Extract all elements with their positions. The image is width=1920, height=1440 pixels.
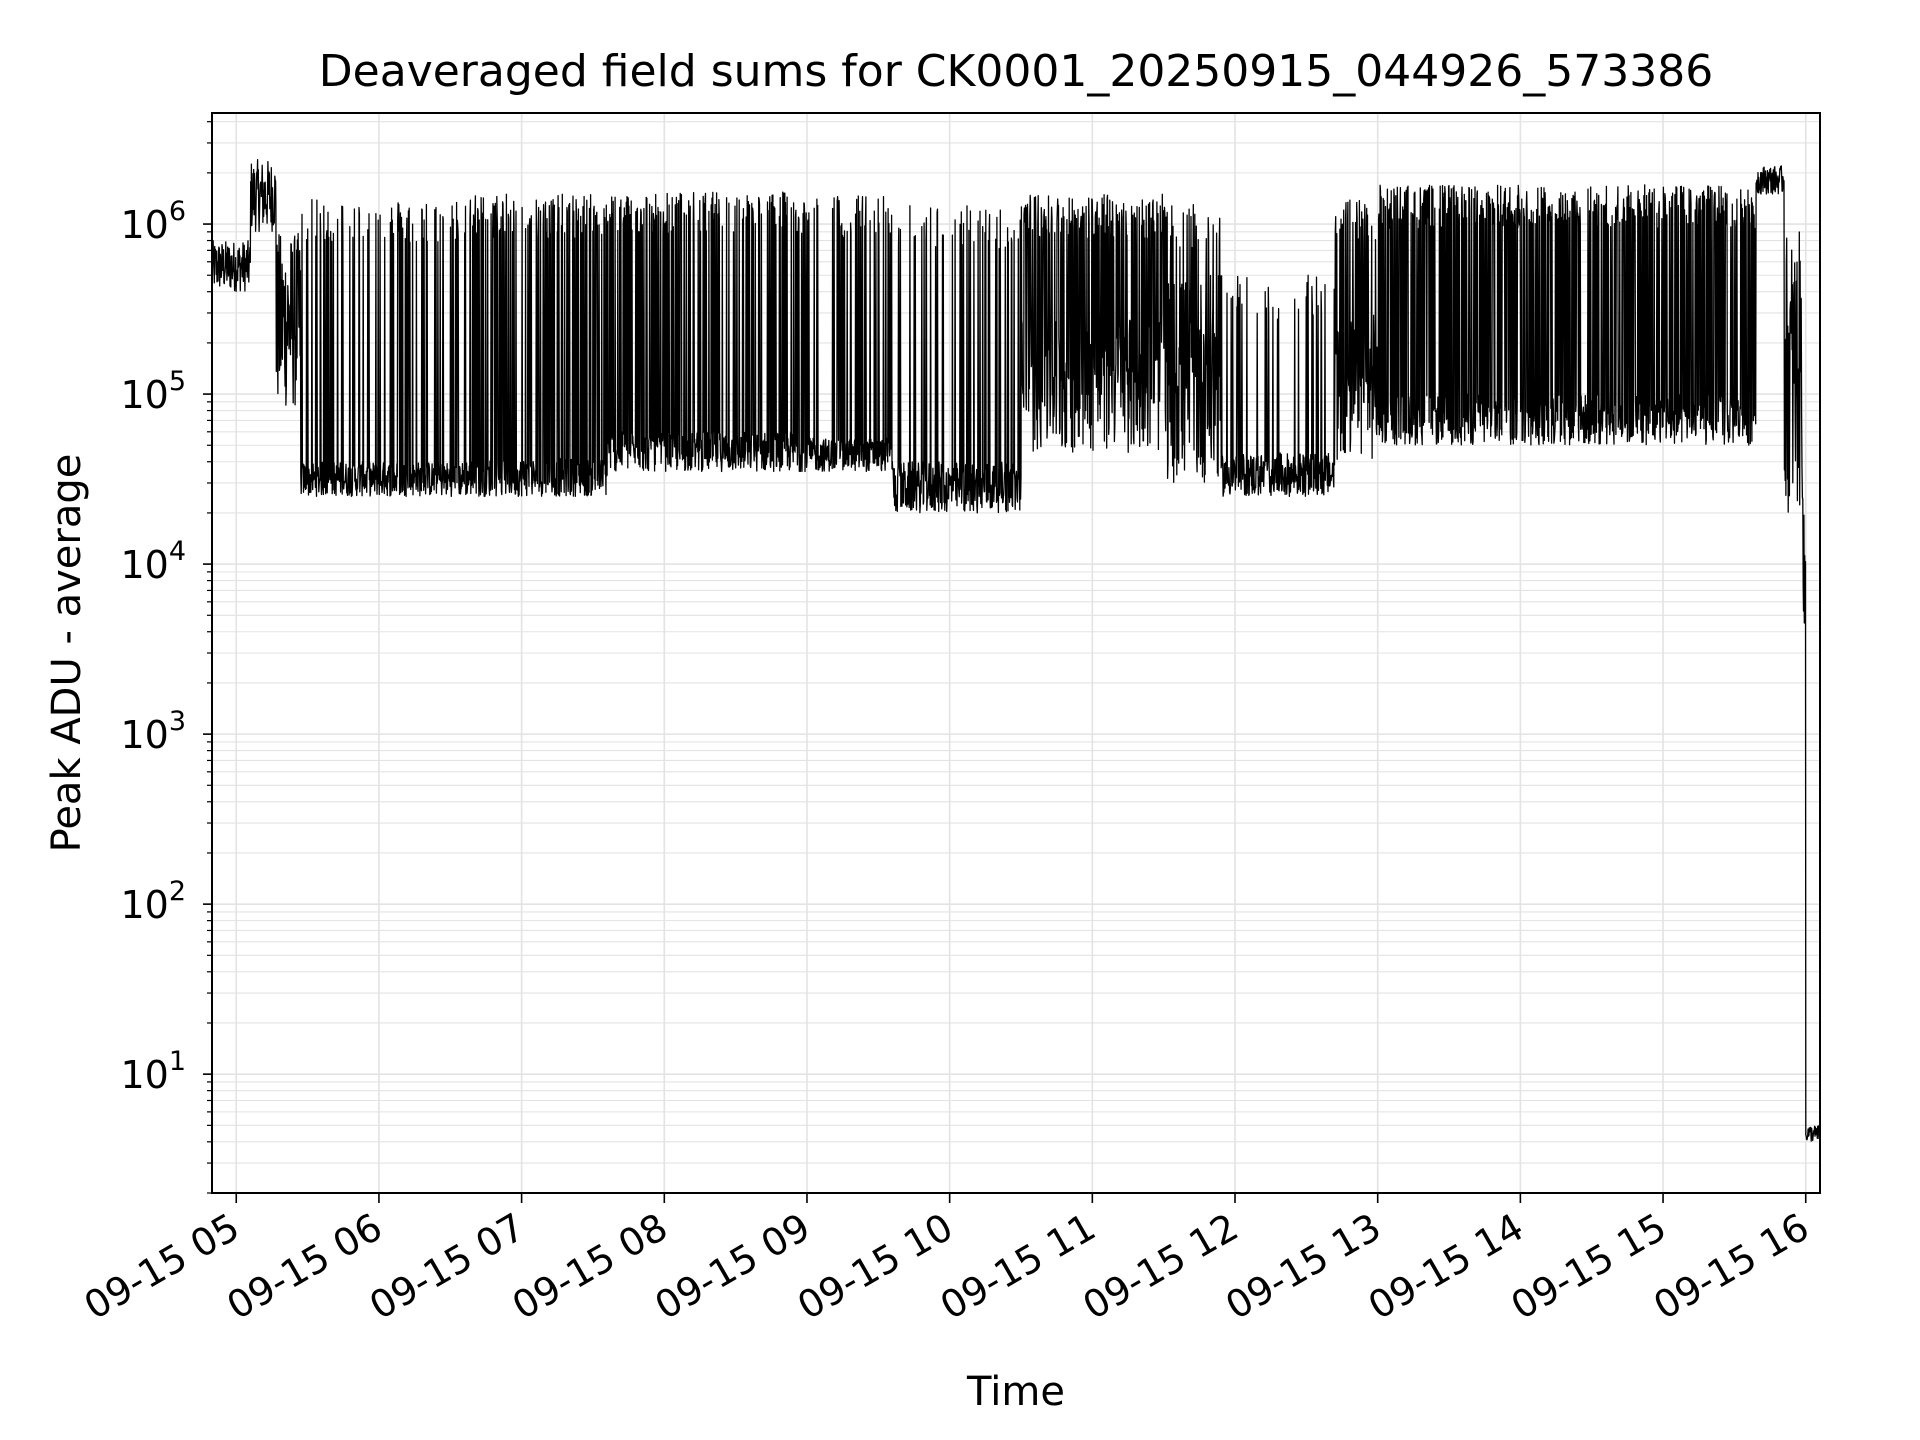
y-tick-exponent: 6 [169, 196, 186, 227]
y-tick-base: 10 [120, 543, 168, 587]
y-tick-base: 10 [120, 203, 168, 247]
y-tick-label: 105 [120, 366, 186, 417]
y-tick-base: 10 [120, 713, 168, 757]
y-axis-label: Peak ADU - average [44, 454, 90, 853]
chart-title: Deaveraged field sums for CK0001_2025091… [319, 46, 1713, 97]
y-tick-label: 103 [120, 706, 186, 757]
y-tick-label: 106 [120, 196, 186, 247]
y-tick-exponent: 5 [169, 366, 186, 397]
y-tick-exponent: 1 [169, 1046, 186, 1077]
y-tick-exponent: 2 [169, 876, 186, 907]
y-tick-base: 10 [120, 373, 168, 417]
y-tick-base: 10 [120, 883, 168, 927]
y-tick-label: 101 [120, 1046, 186, 1097]
x-axis-label: Time [966, 1369, 1065, 1415]
y-tick-exponent: 4 [169, 536, 186, 567]
y-tick-label: 104 [120, 536, 186, 587]
y-tick-exponent: 3 [169, 706, 186, 737]
tick-marks [203, 121, 1807, 1203]
data-line [212, 158, 1820, 1142]
y-tick-label: 102 [120, 876, 186, 927]
y-tick-base: 10 [120, 1053, 168, 1097]
